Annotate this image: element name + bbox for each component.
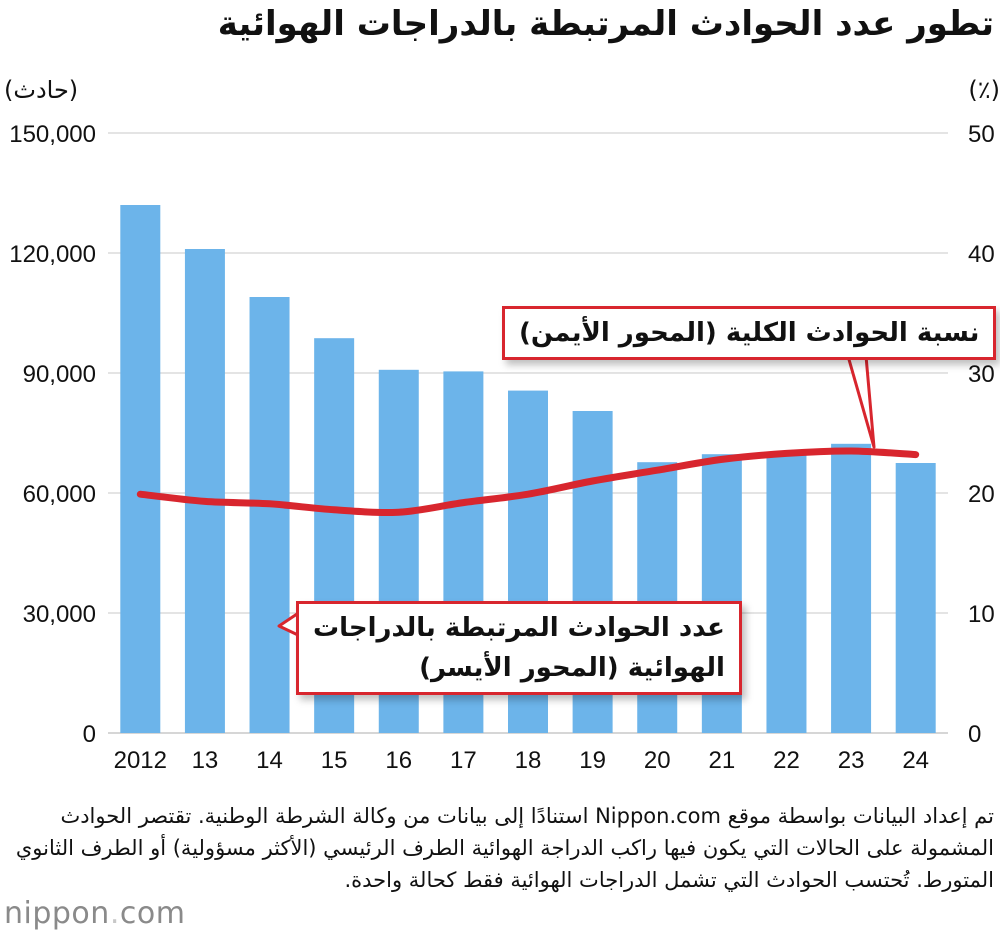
x-tick-13: 13 (192, 747, 219, 774)
line-series-label: نسبة الحوادث الكلية (المحور الأيمن) (502, 306, 997, 360)
left-tick-5: 150,000 (9, 121, 96, 148)
x-tick-21: 21 (708, 747, 735, 774)
bar-series-label-line1: عدد الحوادث المرتبطة بالدراجات (313, 613, 725, 643)
bar-22 (766, 453, 807, 733)
left-tick-1: 30,000 (23, 601, 96, 628)
gridlines (108, 132, 948, 734)
bar-2012 (120, 205, 161, 733)
x-tick-2012: 2012 (114, 747, 167, 774)
x-tick-24: 24 (902, 747, 929, 774)
ratio-line (136, 447, 920, 517)
left-tick-2: 60,000 (23, 481, 96, 508)
x-tick-16: 16 (385, 747, 412, 774)
x-tick-20: 20 (644, 747, 671, 774)
line-series-label-text: نسبة الحوادث الكلية (المحور الأيمن) (519, 318, 980, 348)
x-tick-17: 17 (450, 747, 477, 774)
bar-14 (249, 297, 290, 733)
logo-name: nippon (4, 896, 110, 931)
left-tick-3: 90,000 (23, 361, 96, 388)
right-tick-5: 50 (968, 121, 995, 148)
x-tick-23: 23 (838, 747, 865, 774)
bar-13 (184, 249, 225, 733)
x-tick-18: 18 (515, 747, 542, 774)
x-tick-14: 14 (256, 747, 283, 774)
left-axis-ticks: 0 30,000 60,000 90,000 120,000 150,000 (9, 121, 96, 748)
right-tick-1: 10 (968, 601, 995, 628)
x-tick-22: 22 (773, 747, 800, 774)
logo-tld: com (119, 896, 186, 931)
left-tick-0: 0 (83, 721, 96, 748)
nippon-logo: nippon.com (4, 896, 185, 931)
chart-title: تطور عدد الحوادث المرتبطة بالدراجات الهو… (217, 4, 994, 44)
bar-series-label-line2: الهوائية (المحور الأيسر) (419, 653, 725, 683)
source-note: تم إعداد البيانات بواسطة موقع Nippon.com… (15, 804, 994, 892)
right-tick-0: 0 (968, 721, 981, 748)
right-axis-unit: (٪) (968, 76, 1000, 104)
right-tick-4: 40 (968, 241, 995, 268)
right-axis-ticks: 0 10 20 30 40 50 (968, 121, 995, 748)
x-tick-15: 15 (321, 747, 348, 774)
line-label-pointer (846, 354, 876, 449)
left-axis-unit: (حادث) (4, 76, 79, 104)
x-axis-ticks: 2012 13 14 15 16 17 18 19 20 21 22 23 24 (114, 747, 929, 774)
left-tick-4: 120,000 (9, 241, 96, 268)
right-tick-2: 20 (968, 481, 995, 508)
x-tick-19: 19 (579, 747, 606, 774)
bar-series-label: عدد الحوادث المرتبطة بالدراجات الهوائية … (296, 601, 742, 695)
bar-24 (895, 463, 936, 733)
logo-dot: . (109, 896, 120, 931)
bar-23 (831, 443, 872, 733)
right-tick-3: 30 (968, 361, 995, 388)
